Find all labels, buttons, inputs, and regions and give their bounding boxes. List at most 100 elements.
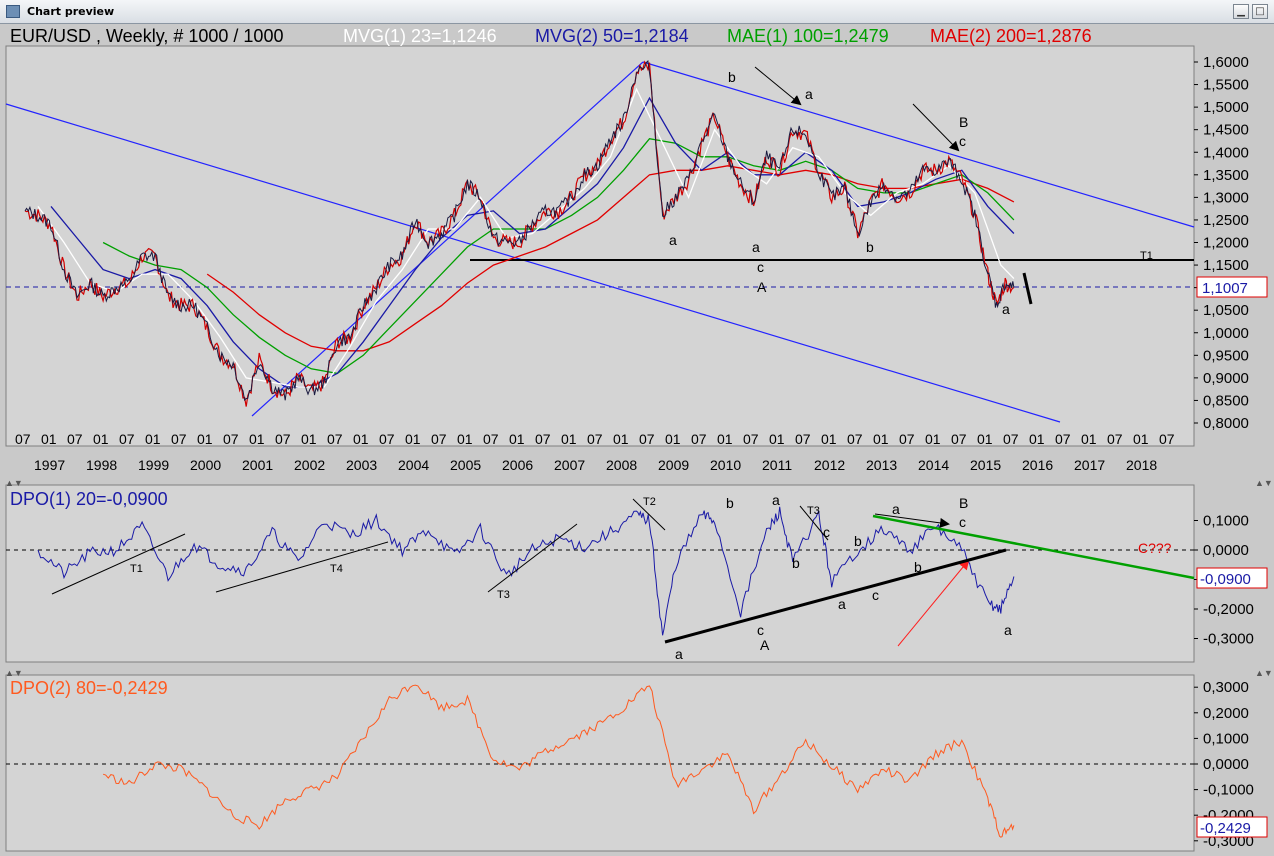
dpo1-trendlines xyxy=(51,498,1195,644)
x-tick-label: 01 xyxy=(301,431,317,447)
y-tick-label: 1,5000 xyxy=(1203,99,1249,116)
x-tick-label: 01 xyxy=(613,431,629,447)
x-year-label: 2017 xyxy=(1074,457,1105,473)
y-tick-label: 1,5500 xyxy=(1203,77,1249,94)
x-tick-label: 07 xyxy=(691,431,707,447)
x-tick-label: 07 xyxy=(899,431,915,447)
y-tick-label: 0,9500 xyxy=(1203,347,1249,364)
window-title: Chart preview xyxy=(27,5,115,18)
annotation-label: a xyxy=(838,596,846,612)
panel-collapse-icon[interactable]: ▲▼ xyxy=(5,668,23,678)
y-tick-label: 0,8500 xyxy=(1203,392,1249,409)
dpo2-series xyxy=(102,684,1015,838)
y-tick-label: 0,3000 xyxy=(1203,679,1249,696)
x-tick-label: 01 xyxy=(353,431,369,447)
y-tick-label: 0,1000 xyxy=(1203,730,1249,747)
x-year-label: 2005 xyxy=(450,457,481,473)
annotation-label: c xyxy=(823,524,830,540)
x-tick-label: 07 xyxy=(67,431,83,447)
annotation-label: c xyxy=(959,133,966,149)
annotation-label: A xyxy=(757,279,767,295)
lower-channel-line xyxy=(5,103,1061,423)
dpo1-trend-T3b xyxy=(799,505,829,541)
annotation-label: a xyxy=(805,86,813,102)
annotation-label: B xyxy=(959,495,968,511)
dpo1-support-line xyxy=(664,548,1007,644)
x-year-label: 2011 xyxy=(762,457,792,473)
annotation-label: b xyxy=(728,69,736,85)
annotation-label: T1 xyxy=(130,563,143,575)
x-tick-label: 07 xyxy=(795,431,811,447)
x-tick-label: 01 xyxy=(561,431,577,447)
x-axis: 07 01 07 01 07 01 07 01 07 01 07 01 07 01 07 01 07 01 07 01… xyxy=(15,431,1175,473)
dpo2-panel xyxy=(5,674,1195,852)
x-tick-label: 01 xyxy=(821,431,837,447)
y-tick-label: -0,1000 xyxy=(1203,782,1254,799)
y-tick-label: 1,4000 xyxy=(1203,144,1249,161)
price-badge: 1,1007 xyxy=(1196,276,1268,298)
x-tick-label: 07 xyxy=(1055,431,1071,447)
dpo2-badge: -0,2429 xyxy=(1196,816,1268,838)
y-tick-label: 0,2000 xyxy=(1203,705,1249,722)
x-year-label: 2009 xyxy=(658,457,689,473)
annotation-label: b xyxy=(914,559,922,575)
x-tick-label: 01 xyxy=(717,431,733,447)
dpo2-current-value: -0,2429 xyxy=(1200,820,1251,837)
x-tick-label: 07 xyxy=(171,431,187,447)
minimize-button[interactable]: ▁ xyxy=(1233,4,1249,19)
y-tick-label: 1,2500 xyxy=(1203,212,1249,229)
annotation-label: T3 xyxy=(497,589,510,601)
y-tick-label: 1,3000 xyxy=(1203,189,1249,206)
x-year-label: 2014 xyxy=(918,457,949,473)
dpo1-trend-T1 xyxy=(51,533,186,595)
app-icon xyxy=(6,5,20,18)
x-tick-label: 07 xyxy=(483,431,499,447)
annotation-label: b xyxy=(726,495,734,511)
legend-mvg1: MVG(1) 23=1,1246 xyxy=(343,26,497,46)
panel-collapse-icon[interactable]: ▲▼ xyxy=(5,478,23,488)
dpo1-trend-T3 xyxy=(487,523,578,593)
annotation-label: T1 xyxy=(1140,250,1153,262)
dpo1-line xyxy=(37,506,1015,636)
y-tick-label: 0,0000 xyxy=(1203,542,1249,559)
x-year-label: 2015 xyxy=(970,457,1001,473)
legend-mae2: MAE(2) 200=1,2876 xyxy=(930,26,1092,46)
annotation-label: T2 xyxy=(643,496,656,508)
legend-mae1: MAE(1) 100=1,2479 xyxy=(727,26,889,46)
x-tick-label: 07 xyxy=(847,431,863,447)
panel-collapse-icon[interactable]: ▲▼ xyxy=(1255,668,1273,678)
y-tick-label: 1,3500 xyxy=(1203,167,1249,184)
x-year-label: 2006 xyxy=(502,457,533,473)
rising-trendline xyxy=(251,61,644,417)
price-series xyxy=(24,59,1015,407)
x-year-label: 1999 xyxy=(138,457,169,473)
price-line xyxy=(24,59,1015,402)
x-year-label: 2018 xyxy=(1126,457,1157,473)
current-price-value: 1,1007 xyxy=(1202,280,1248,297)
x-tick-label: 01 xyxy=(41,431,57,447)
x-tick-label: 01 xyxy=(977,431,993,447)
x-tick-label: 01 xyxy=(197,431,213,447)
x-tick-label: 01 xyxy=(93,431,109,447)
x-year-label: 2008 xyxy=(606,457,637,473)
x-tick-label: 07 xyxy=(1159,431,1175,447)
x-tick-label: 01 xyxy=(925,431,941,447)
annotation-label: a xyxy=(892,501,900,517)
falling-trendline xyxy=(642,61,1195,228)
x-year-label: 2004 xyxy=(398,457,429,473)
y-tick-label: 1,0000 xyxy=(1203,325,1249,342)
annotation-label: a xyxy=(772,492,780,508)
dpo2-line xyxy=(102,684,1015,838)
dpo1-current-value: -0,0900 xyxy=(1200,571,1251,588)
maximize-button[interactable]: □ xyxy=(1252,4,1268,19)
x-tick-label: 01 xyxy=(873,431,889,447)
panel-collapse-icon[interactable]: ▲▼ xyxy=(1255,478,1273,488)
x-tick-label: 07 xyxy=(379,431,395,447)
dpo1-badge: -0,0900 xyxy=(1196,567,1268,589)
x-year-label: 2002 xyxy=(294,457,325,473)
annotation-label: b xyxy=(854,533,862,549)
x-tick-label: 07 xyxy=(1003,431,1019,447)
x-year-label: 2003 xyxy=(346,457,377,473)
x-tick-label: 07 xyxy=(1107,431,1123,447)
dpo1-red-arrow xyxy=(897,559,970,647)
